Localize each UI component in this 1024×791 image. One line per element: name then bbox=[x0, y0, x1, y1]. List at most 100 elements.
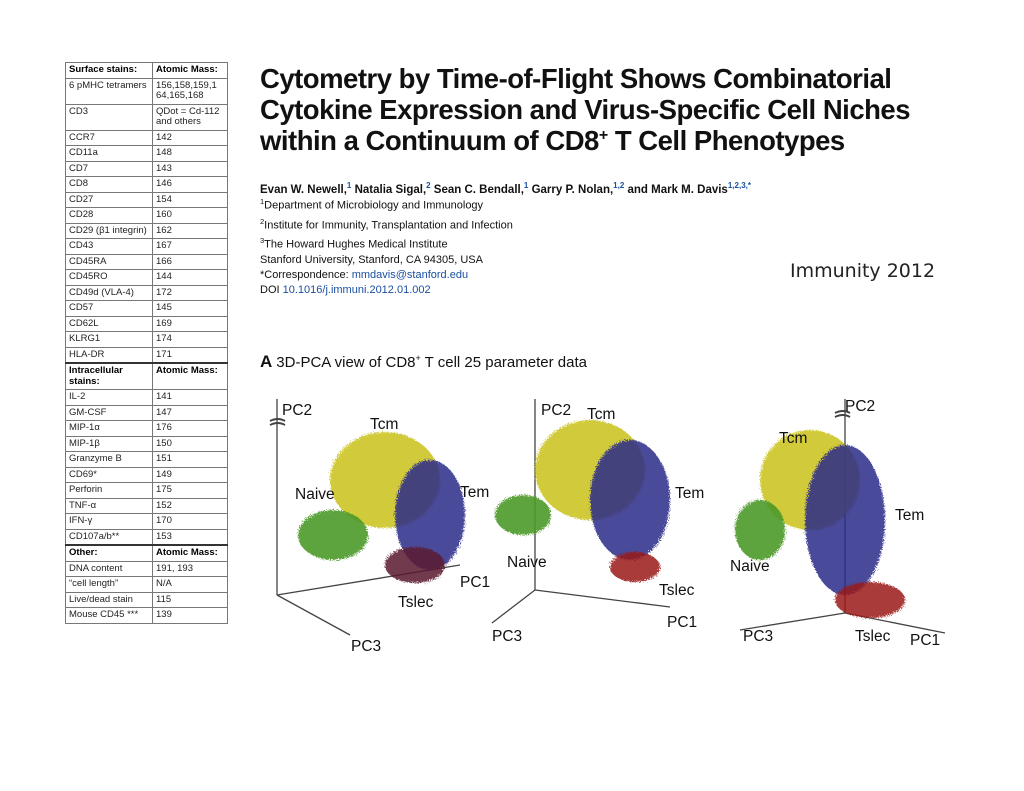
stain-name: MIP-1α bbox=[65, 420, 153, 437]
axis-label-pc3: PC3 bbox=[743, 628, 773, 645]
affiliation-3: 3The Howard Hughes Medical Institute bbox=[260, 233, 513, 253]
stain-name: CD69* bbox=[65, 466, 153, 483]
axis-label-pc2: PC2 bbox=[845, 398, 875, 415]
atomic-mass: 115 bbox=[152, 591, 228, 608]
stain-name: CD28 bbox=[65, 207, 153, 224]
pca-view-3: PC2 Tcm Naive Tem PC1 Tslec PC3 bbox=[730, 398, 946, 649]
doi-label: DOI bbox=[260, 283, 283, 296]
affiliations: 1Department of Microbiology and Immunolo… bbox=[260, 194, 513, 298]
author-sup: 2 bbox=[426, 181, 431, 190]
atomic-mass: 175 bbox=[152, 482, 228, 499]
figure-panel-title: A 3D-PCA view of CD8+ T cell 25 parameter… bbox=[260, 352, 587, 372]
corr-email-link[interactable]: mmdavis@stanford.edu bbox=[351, 268, 469, 281]
stain-name: CD27 bbox=[65, 191, 153, 208]
doi-link[interactable]: 10.1016/j.immuni.2012.01.002 bbox=[282, 283, 431, 296]
stain-name: GM-CSF bbox=[65, 404, 153, 421]
cluster-tem bbox=[590, 440, 670, 560]
section-title: Surface stains: bbox=[65, 62, 153, 79]
title-line-3-sup: + bbox=[598, 126, 608, 144]
stain-name: IFN-γ bbox=[65, 513, 153, 530]
cluster-naive bbox=[495, 495, 551, 535]
author-sup: 1,2 bbox=[613, 181, 625, 190]
table-row: CD7 143 bbox=[65, 160, 228, 177]
atomic-mass: 172 bbox=[152, 284, 228, 301]
pca-figure: PC2 Tcm Naive Tem PC1 Tslec PC3 PC2 Tcm … bbox=[269, 398, 946, 655]
aff-text: Institute for Immunity, Transplantation … bbox=[264, 219, 513, 232]
journal-note: Immunity 2012 bbox=[790, 260, 936, 282]
stain-name: MIP-1β bbox=[65, 435, 153, 452]
stain-name: “cell length” bbox=[65, 576, 153, 593]
stain-name: HLA-DR bbox=[65, 346, 153, 364]
table-row: “cell length” N/A bbox=[65, 576, 228, 593]
title-line-3: within a Continuum of CD8+ T Cell Phenot… bbox=[260, 125, 980, 156]
corr-label: *Correspondence: bbox=[260, 268, 352, 281]
table-row: HLA-DR 171 bbox=[65, 346, 228, 364]
table-row: KLRG1 174 bbox=[65, 331, 228, 348]
stain-name: 6 pMHC tetramers bbox=[65, 77, 153, 105]
stain-name: DNA content bbox=[65, 560, 153, 577]
author-name: Natalia Sigal, bbox=[351, 183, 427, 196]
atomic-mass: 142 bbox=[152, 129, 228, 146]
title-line-1: Cytometry by Time-of-Flight Shows Combin… bbox=[260, 63, 892, 94]
aff-text: Department of Microbiology and Immunolog… bbox=[264, 199, 484, 212]
cluster-tslec bbox=[385, 547, 445, 583]
axis-label-pc3: PC3 bbox=[492, 628, 522, 645]
author-sup: 1 bbox=[346, 181, 352, 190]
affiliation-2: 2Institute for Immunity, Transplantation… bbox=[260, 214, 513, 234]
cluster-naive bbox=[735, 500, 785, 560]
atomic-mass: 162 bbox=[152, 222, 228, 239]
stain-name: CD107a/b** bbox=[65, 528, 153, 546]
stain-name: CD29 (β1 integrin) bbox=[65, 222, 153, 239]
axis-label-pc1: PC1 bbox=[910, 632, 940, 649]
atomic-mass: 176 bbox=[152, 420, 228, 437]
table-row: CD29 (β1 integrin) 162 bbox=[65, 222, 228, 239]
axis-label-pc1: PC1 bbox=[460, 574, 490, 591]
label-tcm: Tcm bbox=[370, 416, 398, 433]
cluster-tem bbox=[805, 445, 885, 595]
atomic-mass: 167 bbox=[152, 238, 228, 255]
aff-sup: 3 bbox=[260, 236, 265, 246]
title-line-2: Cytokine Expression and Virus-Specific C… bbox=[260, 94, 911, 125]
stain-table: Surface stains: Atomic Mass: 6 pMHC tetram… bbox=[65, 62, 228, 624]
table-row: TNF-α 152 bbox=[65, 497, 228, 514]
stain-name: IL-2 bbox=[65, 389, 153, 406]
stain-name: Live/dead stain bbox=[65, 591, 153, 608]
table-row: CD107a/b** 153 bbox=[65, 528, 228, 546]
stain-name: CD49d (VLA-4) bbox=[65, 284, 153, 301]
table-row: CD28 160 bbox=[65, 207, 228, 224]
atomic-mass: 152 bbox=[152, 497, 228, 514]
table-row: CD11a 148 bbox=[65, 145, 228, 162]
cluster-tem bbox=[395, 460, 465, 570]
axis-label-pc2: PC2 bbox=[282, 402, 312, 419]
label-naive: Naive bbox=[507, 554, 547, 571]
table-row: CD27 154 bbox=[65, 191, 228, 208]
table-row: CD8 146 bbox=[65, 176, 228, 193]
title-line-3-pre: within a Continuum of CD8 bbox=[260, 125, 599, 156]
stain-name: CD11a bbox=[65, 145, 153, 162]
atomic-mass: 143 bbox=[152, 160, 228, 177]
atomic-mass: 141 bbox=[152, 389, 228, 406]
cluster-naive bbox=[298, 510, 368, 560]
column-header-mass: Atomic Mass: bbox=[152, 544, 228, 562]
paper-title: Cytometry by Time-of-Flight Shows Combin… bbox=[260, 63, 980, 156]
panel-title-sup: + bbox=[415, 353, 421, 363]
label-tem: Tem bbox=[895, 507, 924, 524]
table-row: MIP-1α 176 bbox=[65, 420, 228, 437]
table-row: IL-2 141 bbox=[65, 389, 228, 406]
table-row: DNA content 191, 193 bbox=[65, 560, 228, 577]
atomic-mass: 145 bbox=[152, 300, 228, 317]
author-name: Garry P. Nolan, bbox=[528, 183, 614, 196]
label-tem: Tem bbox=[460, 484, 489, 501]
atomic-mass: 148 bbox=[152, 145, 228, 162]
table-row: CD45RO 144 bbox=[65, 269, 228, 286]
column-header-mass: Atomic Mass: bbox=[152, 362, 228, 390]
panel-letter: A bbox=[260, 352, 273, 371]
stain-name: Perforin bbox=[65, 482, 153, 499]
axis-label-pc3: PC3 bbox=[351, 638, 381, 655]
axis-label-pc1: PC1 bbox=[667, 614, 697, 631]
label-tslec: Tslec bbox=[855, 628, 891, 645]
table-row: CD45RA 166 bbox=[65, 253, 228, 270]
table-row: CD69* 149 bbox=[65, 466, 228, 483]
section-title: Other: bbox=[65, 544, 153, 562]
table-row: Mouse CD45 *** 139 bbox=[65, 607, 228, 624]
